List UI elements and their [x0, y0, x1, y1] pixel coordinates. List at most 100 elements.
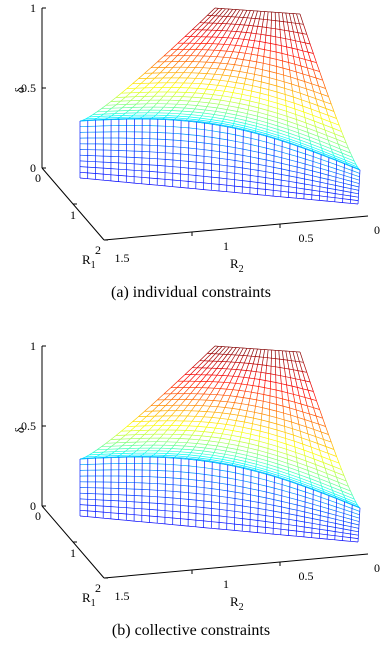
wall-grid-line — [250, 482, 259, 485]
surface-grid-line — [219, 79, 229, 82]
surface-grid-line — [298, 132, 300, 137]
wall-grid-line — [342, 198, 351, 200]
wall-grid-line — [234, 172, 243, 175]
surface-grid-line — [229, 382, 236, 384]
surface-grid-line — [300, 41, 306, 44]
wall-grid-line — [195, 175, 204, 177]
surface-grid-line — [189, 43, 196, 50]
wall-grid-line — [313, 156, 322, 160]
surface-grid-line — [197, 421, 201, 427]
surface-grid-line — [169, 434, 174, 439]
surface-grid-line — [308, 136, 311, 141]
wall-grid-line — [103, 517, 111, 520]
surface-grid-line — [241, 59, 244, 66]
surface-grid-line — [320, 482, 322, 487]
wall-grid-line — [234, 192, 243, 194]
surface-grid-line — [224, 428, 234, 431]
surface-grid-line — [160, 444, 164, 449]
surface-grid-line — [211, 23, 218, 31]
wall-grid-line — [157, 171, 166, 174]
surface-grid-line — [136, 100, 141, 105]
surface-grid-line — [200, 115, 203, 119]
surface-grid-line — [257, 54, 264, 57]
surface-grid-line — [208, 98, 212, 104]
surface-grid-line — [190, 367, 198, 375]
surface-grid-line — [194, 92, 204, 94]
wall-grid-line — [296, 187, 305, 190]
surface-grid-line — [257, 364, 263, 366]
surface-grid-line — [244, 421, 253, 425]
wall-grid-line — [320, 515, 329, 518]
wall-grid-line — [281, 146, 291, 150]
surface-grid-line — [265, 42, 271, 44]
surface-grid-line — [306, 88, 314, 92]
surface-grid-line — [176, 380, 184, 388]
surface-grid-line — [300, 92, 309, 97]
surface-grid-line — [175, 404, 181, 411]
surface-grid-line — [260, 371, 266, 374]
surface-grid-line — [311, 83, 315, 92]
wall-grid-line — [311, 537, 320, 539]
surface-grid-line — [214, 73, 223, 76]
surface-grid-line — [216, 104, 220, 109]
wall-grid-line — [251, 131, 259, 135]
wall-grid-line — [250, 137, 259, 141]
wall-grid-line — [180, 126, 189, 129]
surface-grid-line — [260, 364, 263, 373]
surface-grid-line — [176, 49, 184, 56]
axes: 1 0.5 0 δ 0 1 2 R1 1.5 1 0.5 0 R2 — [12, 1, 380, 275]
surface-grid-line — [209, 119, 212, 122]
wall-grid-line — [164, 185, 173, 188]
surface-grid-line — [243, 397, 250, 399]
wall-grid-line — [203, 162, 212, 165]
wall-grid-line — [235, 472, 244, 475]
wall-grid-line — [172, 504, 181, 506]
wall-grid-line — [335, 523, 344, 526]
wall-grid-line — [274, 144, 283, 147]
surface-grid-line — [222, 95, 232, 98]
surface-grid-line — [323, 462, 333, 467]
surface-grid-line — [329, 121, 333, 129]
surface-grid-line — [266, 27, 272, 29]
surface-grid-line — [241, 93, 251, 97]
surface-grid-line — [192, 393, 198, 400]
surface-grid-line — [334, 133, 337, 140]
wall-grid-line — [196, 506, 204, 508]
surface-grid-line — [168, 110, 172, 114]
wall-grid-line — [350, 192, 359, 195]
surface-grid-line — [285, 376, 287, 385]
surface-grid-line — [304, 59, 308, 68]
wall-grid-line — [312, 499, 321, 503]
surface-grid-line — [294, 446, 304, 451]
surface-grid-line — [186, 104, 197, 106]
wall-grid-line — [305, 501, 313, 505]
surface-grid-line — [179, 420, 184, 426]
surface-grid-line — [133, 450, 137, 454]
wall-grid-line — [165, 483, 174, 486]
wall-grid-line — [257, 194, 266, 196]
surface-grid-line — [287, 22, 290, 32]
surface-grid-line — [216, 394, 224, 396]
surface-grid-line — [257, 450, 259, 455]
surface-grid-line — [236, 31, 242, 33]
surface-grid-line — [294, 64, 297, 72]
surface-grid-line — [236, 396, 244, 398]
surface-grid-line — [260, 81, 262, 88]
surface-grid-line — [282, 405, 290, 409]
surface-grid-line — [321, 456, 324, 463]
surface-grid-line — [211, 455, 214, 458]
surface-grid-line — [343, 475, 347, 482]
surface-grid-line — [134, 430, 140, 435]
wall-grid-line — [311, 532, 320, 535]
surface-grid-line — [322, 150, 324, 154]
surface-grid-line — [267, 114, 278, 119]
surface-grid-line — [121, 442, 127, 447]
z-tick-label: 0 — [30, 161, 36, 175]
surface-grid-line — [326, 135, 337, 140]
wall-grid-line — [172, 186, 181, 188]
surface-grid-line — [232, 408, 240, 410]
wall-grid-line — [273, 522, 282, 524]
z-tick-label: 1 — [30, 339, 36, 353]
surface-grid-line — [155, 112, 159, 116]
surface-grid-line — [299, 477, 311, 483]
